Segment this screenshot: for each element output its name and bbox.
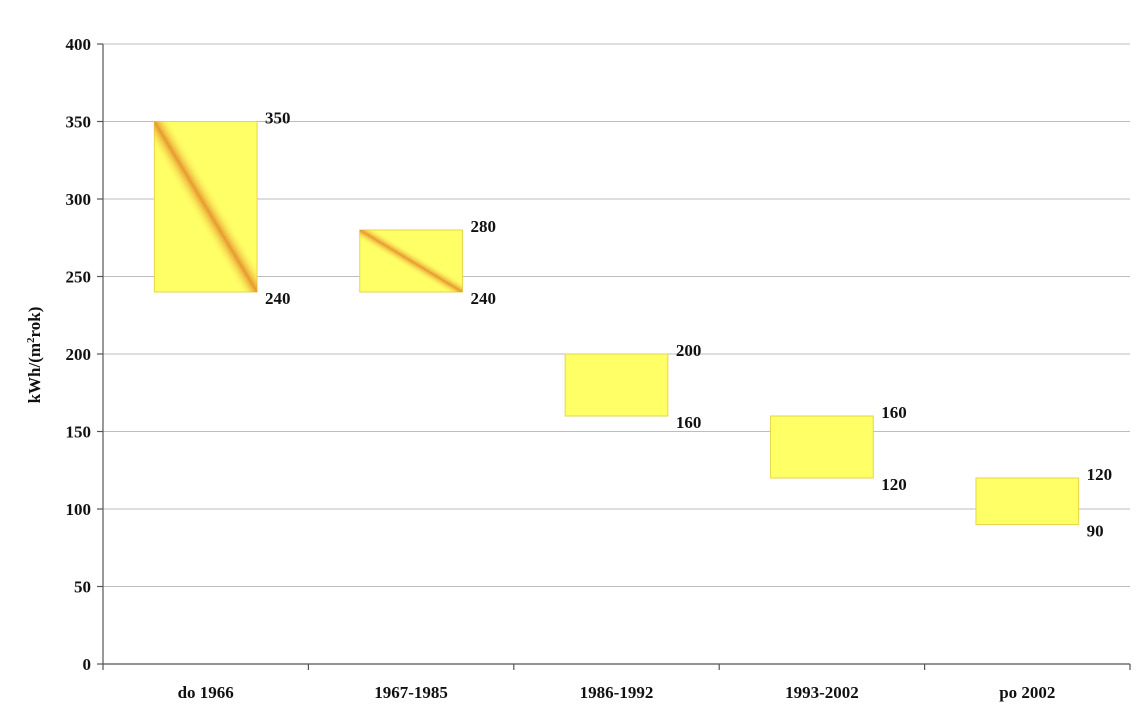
range-low-label: 160 bbox=[676, 413, 702, 432]
x-category-label: 1967-1985 bbox=[374, 683, 448, 702]
range-low-label: 120 bbox=[881, 475, 907, 494]
y-tick-label: 250 bbox=[66, 268, 92, 287]
x-category-label: do 1966 bbox=[178, 683, 234, 702]
y-tick-label: 300 bbox=[66, 190, 92, 209]
y-tick-label: 50 bbox=[74, 578, 91, 597]
range-low-label: 240 bbox=[470, 289, 496, 308]
gridlines bbox=[103, 43, 1130, 587]
y-tick-label: 200 bbox=[66, 345, 92, 364]
y-tick-label: 350 bbox=[66, 113, 92, 132]
y-axis-title: kWh/(m2rok) bbox=[25, 307, 44, 404]
y-tick-label: 150 bbox=[66, 423, 92, 442]
range-bar-shading bbox=[359, 230, 463, 292]
x-category-label: 1986-1992 bbox=[580, 683, 654, 702]
axes: 0 50 100 150 200 250 300 350 400 do 1966 1967-1985… bbox=[66, 35, 1131, 702]
data-labels: 350 240 280 240 200 160 160 120 120 90 bbox=[265, 109, 1112, 541]
y-axis-title-main: kWh/(m bbox=[25, 343, 44, 403]
y-tick-label: 400 bbox=[66, 35, 92, 54]
range-bar bbox=[770, 415, 874, 479]
range-high-label: 120 bbox=[1087, 465, 1113, 484]
x-category-label: po 2002 bbox=[999, 683, 1055, 702]
y-axis-title-sup: 2 bbox=[25, 337, 37, 343]
range-bar-shading bbox=[154, 121, 258, 292]
range-bar bbox=[975, 477, 1080, 525]
y-tick-label: 100 bbox=[66, 500, 92, 519]
range-high-label: 160 bbox=[881, 403, 907, 422]
range-bars bbox=[153, 121, 1080, 525]
range-high-label: 200 bbox=[676, 341, 702, 360]
range-high-label: 350 bbox=[265, 109, 291, 128]
y-tick-label: 0 bbox=[83, 655, 92, 674]
y-axis-title-tail: rok) bbox=[25, 307, 44, 338]
x-category-label: 1993-2002 bbox=[785, 683, 859, 702]
range-low-label: 240 bbox=[265, 289, 291, 308]
range-low-label: 90 bbox=[1087, 522, 1104, 541]
range-bar bbox=[564, 353, 669, 417]
range-high-label: 280 bbox=[470, 217, 496, 236]
